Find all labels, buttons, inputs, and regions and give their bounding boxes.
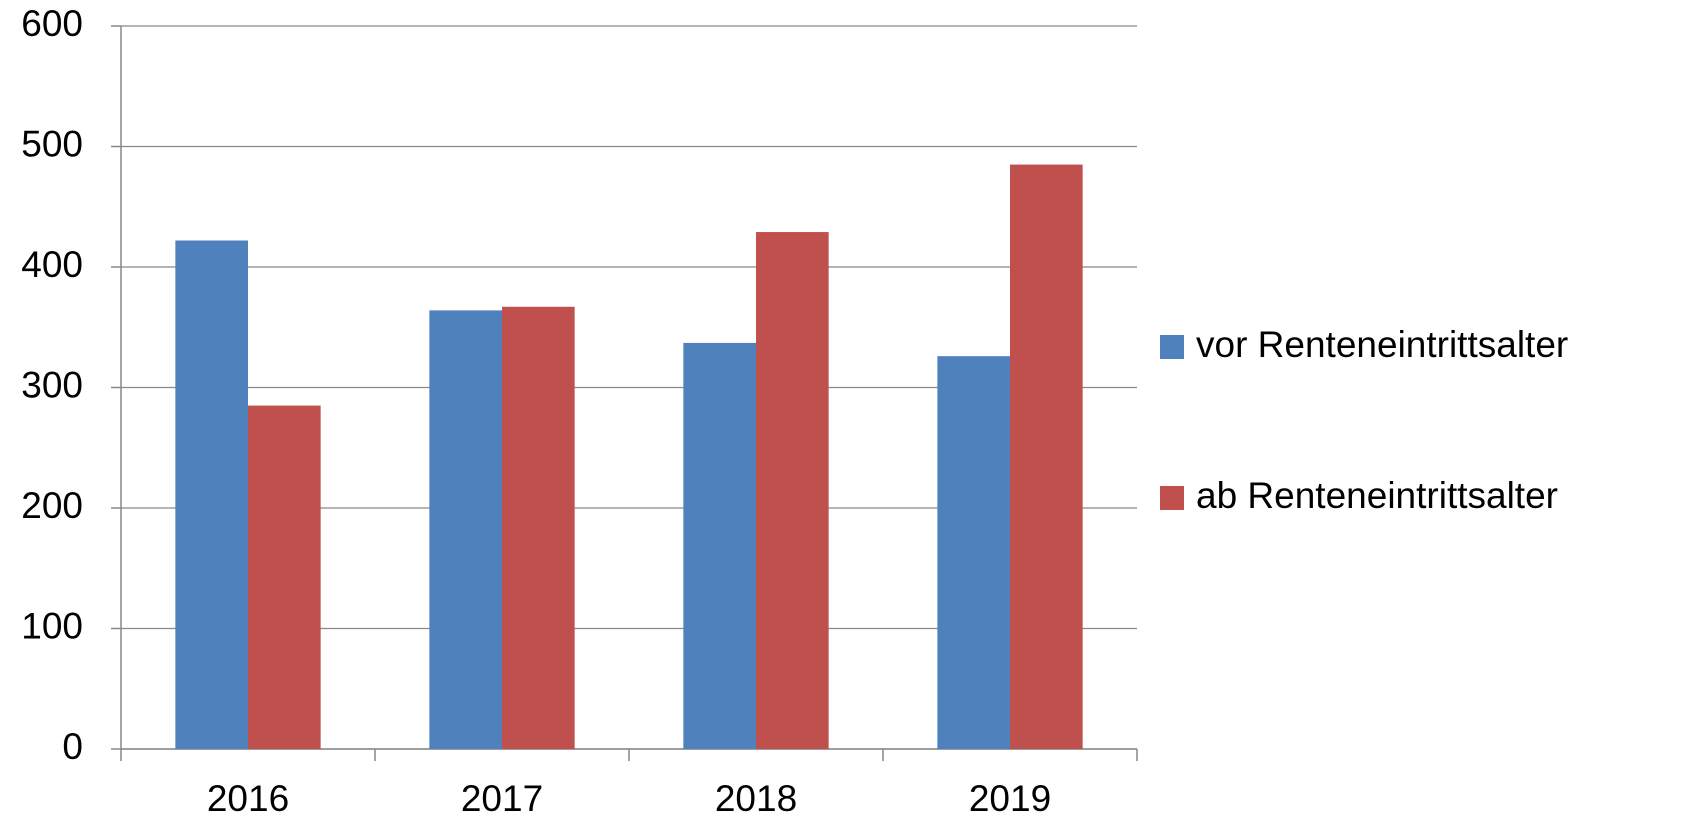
y-tick-label: 100: [21, 605, 83, 646]
y-tick-label: 0: [62, 726, 83, 767]
y-tick-label: 200: [21, 485, 83, 526]
legend-label: ab Renteneintrittsalter: [1196, 475, 1558, 516]
x-tick-label: 2018: [715, 778, 797, 815]
y-tick-label: 300: [21, 364, 83, 405]
x-tick-label: 2016: [207, 778, 289, 815]
legend-label: vor Renteneintrittsalter: [1196, 324, 1568, 365]
legend-swatch: [1160, 486, 1184, 510]
legend-swatch: [1160, 335, 1184, 359]
bar: [937, 356, 1010, 749]
bar: [756, 232, 829, 749]
y-tick-label: 600: [21, 3, 83, 44]
bar: [502, 306, 575, 749]
y-tick-label: 500: [21, 123, 83, 164]
bar: [429, 310, 502, 749]
x-tick-label: 2019: [969, 778, 1051, 815]
bar: [683, 342, 756, 749]
x-tick-label: 2017: [461, 778, 543, 815]
bar: [248, 405, 321, 749]
bar: [1010, 164, 1083, 749]
bar: [175, 240, 248, 750]
y-tick-label: 400: [21, 244, 83, 285]
